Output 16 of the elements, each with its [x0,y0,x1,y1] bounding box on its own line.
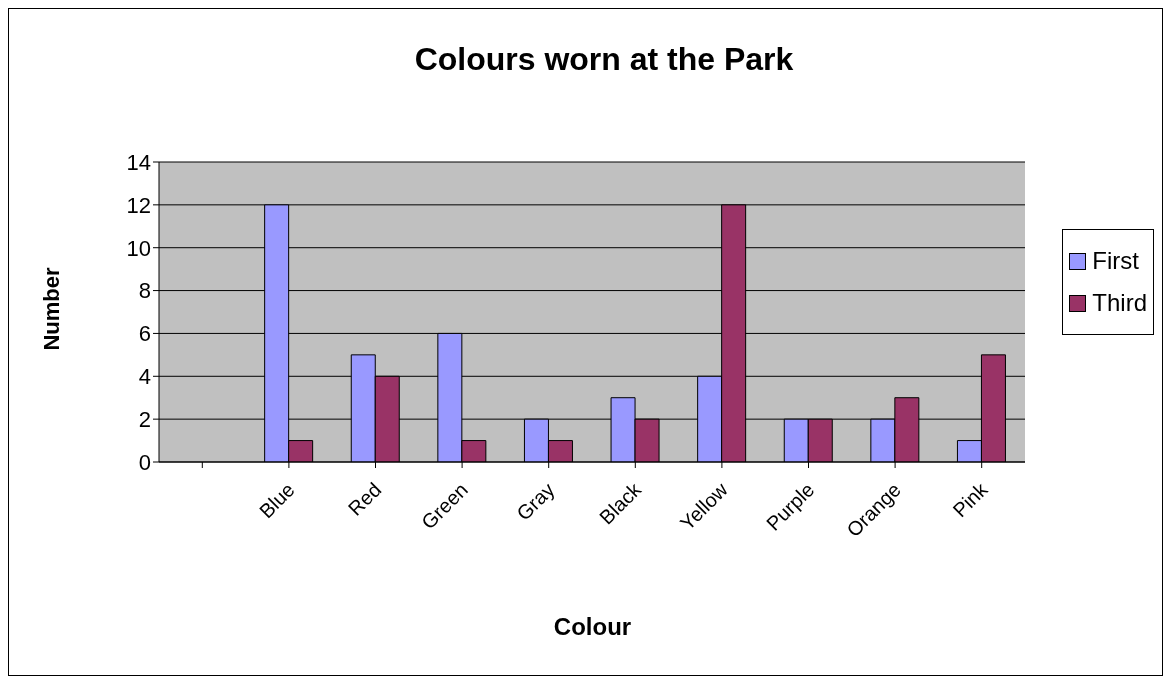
y-tick-label: 10 [126,235,151,261]
legend-label: First [1091,246,1140,276]
x-axis-title: Colour [552,613,633,641]
x-tick-label: Pink [948,477,993,522]
y-tick-label: 6 [138,321,151,347]
y-tick-label: 4 [138,364,151,390]
y-tick-label: 12 [126,192,151,218]
y-tick-label: 0 [138,449,151,475]
chart-title: Colours worn at the Park [413,41,795,78]
x-tick-label: Red [343,478,386,520]
legend-label: Third [1091,288,1147,318]
y-tick-label: 14 [126,149,151,175]
x-tick-label: Blue [254,478,299,523]
y-tick-label: 2 [138,406,151,432]
y-axis-title: Number [39,267,65,351]
y-tick-label: 8 [138,278,151,304]
